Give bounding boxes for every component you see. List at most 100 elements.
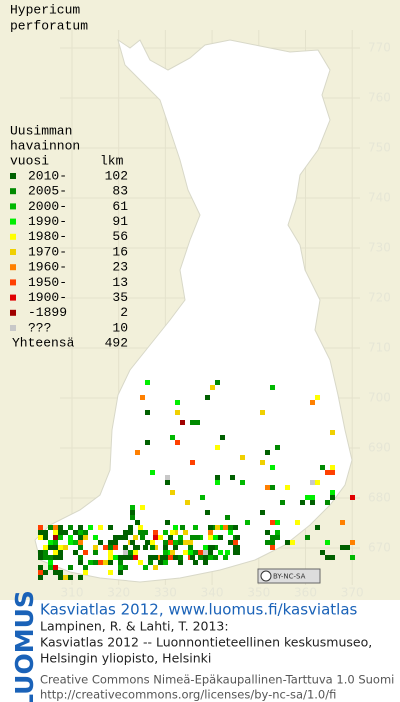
observation-square — [320, 465, 325, 470]
legend-count: 16 — [112, 244, 128, 259]
observation-square — [38, 525, 43, 530]
legend-label: 1950- — [28, 275, 67, 290]
legend-swatch — [10, 294, 16, 301]
observation-square — [78, 530, 83, 535]
legend-swatch — [10, 325, 16, 331]
observation-square — [53, 540, 58, 545]
observation-square — [108, 525, 113, 530]
legend-swatch — [10, 309, 16, 316]
observation-square — [180, 525, 185, 530]
legend-count: 56 — [112, 229, 128, 244]
observation-square — [128, 555, 133, 560]
north-tick-label: 730 — [368, 241, 391, 255]
observation-square — [113, 540, 118, 545]
observation-square — [58, 555, 63, 560]
observation-square — [43, 545, 48, 550]
observation-square — [170, 550, 175, 555]
observation-square — [118, 535, 123, 540]
legend-count: 23 — [112, 260, 128, 275]
observation-square — [205, 395, 210, 400]
observation-square — [330, 490, 335, 495]
legend-count: 83 — [112, 184, 128, 199]
observation-square — [300, 500, 305, 505]
legend-count: 35 — [112, 290, 128, 305]
observation-square — [315, 395, 320, 400]
observation-square — [138, 530, 143, 535]
observation-square — [88, 560, 93, 565]
observation-square — [178, 555, 183, 560]
observation-square — [53, 545, 58, 550]
cc-icon — [260, 570, 272, 582]
observation-square — [53, 525, 58, 530]
observation-square — [68, 525, 73, 530]
observation-square — [83, 565, 88, 570]
observation-square — [153, 565, 158, 570]
observation-square — [275, 535, 280, 540]
observation-square — [345, 545, 350, 550]
observation-square — [315, 480, 320, 485]
observation-square — [185, 500, 190, 505]
observation-square — [78, 560, 83, 565]
observation-square — [275, 530, 280, 535]
observation-square — [270, 520, 275, 525]
observation-square — [330, 495, 335, 500]
observation-square — [200, 495, 205, 500]
observation-square — [73, 550, 78, 555]
observation-square — [43, 555, 48, 560]
observation-square — [168, 540, 173, 545]
observation-square — [68, 565, 73, 570]
license[interactable]: http://creativecommons.org/licenses/by-n… — [40, 688, 336, 702]
observation-square — [213, 545, 218, 550]
observation-square — [168, 535, 173, 540]
legend-swatch — [10, 173, 16, 179]
observation-square — [53, 555, 58, 560]
observation-square — [270, 540, 275, 545]
observation-square — [58, 550, 63, 555]
legend-label: -1899 — [28, 305, 67, 320]
observation-square — [78, 545, 83, 550]
observation-square — [265, 485, 270, 490]
observation-square — [163, 530, 168, 535]
link[interactable]: Kasviatlas 2012, www.luomus.fi/kasviatla… — [40, 601, 358, 619]
observation-square — [128, 525, 133, 530]
observation-square — [53, 565, 58, 570]
observation-square — [183, 530, 188, 535]
observation-square — [173, 530, 178, 535]
legend-label: 2010- — [28, 168, 67, 183]
observation-square — [228, 540, 233, 545]
observation-square — [215, 380, 220, 385]
observation-square — [233, 525, 238, 530]
observation-square — [178, 535, 183, 540]
observation-square — [165, 520, 170, 525]
observation-square — [43, 570, 48, 575]
observation-square — [130, 515, 135, 520]
observation-square — [123, 545, 128, 550]
observation-square — [175, 440, 180, 445]
legend-header: vuosi — [10, 153, 49, 168]
observation-square — [173, 555, 178, 560]
north-tick-label: 740 — [368, 191, 391, 205]
observation-square — [53, 550, 58, 555]
observation-square — [340, 520, 345, 525]
observation-square — [235, 545, 240, 550]
badge-box — [257, 568, 321, 584]
observation-square — [38, 565, 43, 570]
observation-square — [330, 430, 335, 435]
legend-swatch — [10, 203, 16, 210]
observation-square — [193, 525, 198, 530]
observation-square — [170, 530, 175, 535]
observation-square — [98, 540, 103, 545]
observation-square — [163, 540, 168, 545]
observation-square — [270, 545, 275, 550]
citation: Kasviatlas 2012 -- Luonnontieteellinen k… — [40, 635, 372, 650]
observation-square — [340, 545, 345, 550]
legend-swatch — [10, 218, 16, 225]
observation-square — [93, 560, 98, 565]
observation-square — [208, 530, 213, 535]
observation-square — [38, 575, 43, 580]
legend-label: 2000- — [28, 199, 67, 214]
legend-swatch — [10, 249, 16, 255]
observation-square — [158, 560, 163, 565]
observation-square — [350, 555, 355, 560]
observation-square — [223, 555, 228, 560]
